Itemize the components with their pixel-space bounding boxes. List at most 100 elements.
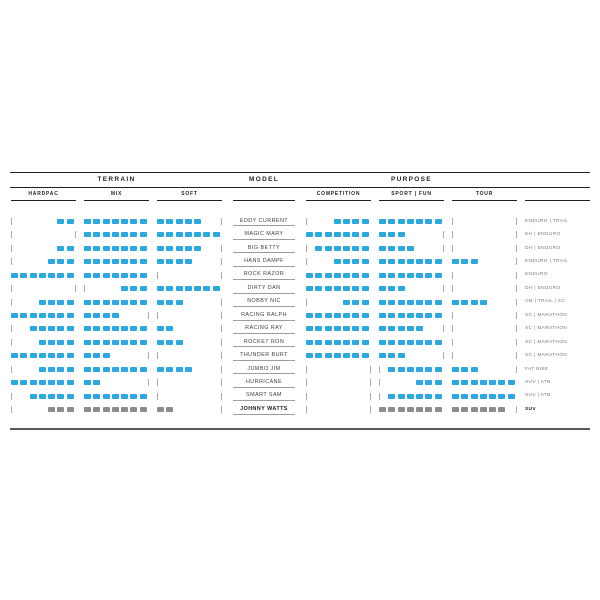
terrain-track-tick: [148, 352, 149, 360]
terrain-bar-segment: [121, 286, 129, 292]
terrain-column-header: SOFT: [181, 190, 198, 197]
purpose-bar-segment: [434, 312, 442, 318]
terrain-bar-segment: [166, 407, 174, 413]
use-label: AM | TRAIL | XC: [525, 299, 566, 305]
purpose-bar-segment: [343, 286, 351, 292]
chart-row: THUNDER BURT XC | MARATHON: [0, 349, 600, 362]
model-label: DIRTY DAN: [247, 284, 281, 291]
purpose-bar-segment: [425, 393, 433, 399]
purpose-bar-segment: [379, 218, 386, 224]
terrain-bar-segment: [111, 299, 119, 305]
model-row-underline: [233, 265, 295, 267]
terrain-bar-segment: [84, 299, 91, 305]
purpose-bar-segment: [343, 353, 351, 359]
terrain-bar-segment: [111, 407, 119, 413]
use-label: SUV | ATB: [525, 380, 551, 385]
purpose-bar-segment: [388, 272, 396, 278]
terrain-bar-segment: [29, 272, 37, 278]
terrain-bar-segment: [175, 245, 183, 251]
purpose-bar-segment: [397, 218, 405, 224]
model-column-underline: [233, 200, 295, 201]
model-label: JUMBO JIM: [247, 365, 281, 372]
terrain-bar-segment: [121, 407, 129, 413]
purpose-bar-segment: [315, 312, 323, 318]
purpose-bar-segment: [361, 326, 369, 332]
terrain-bar-segment: [139, 393, 147, 399]
terrain-bar-segment: [102, 232, 110, 238]
purpose-bar-segment: [324, 286, 332, 292]
purpose-track-tick: [443, 231, 444, 239]
purpose-track-tick: [516, 298, 517, 306]
purpose-bar-segment: [498, 380, 506, 386]
purpose-bar-segment: [361, 339, 369, 345]
terrain-bar-segment: [121, 393, 129, 399]
terrain-bar-segment: [11, 272, 18, 278]
purpose-bar-segment: [324, 232, 332, 238]
use-label: DH | ENDURO: [525, 245, 561, 251]
terrain-bar-segment: [184, 286, 192, 292]
model-label: THUNDER BURT: [240, 352, 288, 359]
terrain-bar-segment: [121, 299, 129, 305]
purpose-bar-segment: [388, 286, 396, 292]
model-row-underline: [233, 400, 295, 402]
model-row-underline: [233, 279, 295, 281]
purpose-bar-segment: [388, 353, 396, 359]
purpose-bar-segment: [361, 259, 369, 265]
purpose-bar-segment: [461, 366, 469, 372]
terrain-bar-segment: [102, 312, 110, 318]
purpose-column-header: TOUR: [475, 190, 494, 197]
terrain-track-tick: [157, 352, 158, 360]
terrain-bar-segment: [38, 380, 46, 386]
purpose-bar-segment: [397, 393, 405, 399]
terrain-bar-segment: [166, 339, 174, 345]
terrain-column-header: MIX: [110, 190, 123, 197]
terrain-bar-segment: [93, 393, 101, 399]
purpose-bar-segment: [479, 407, 487, 413]
terrain-track-tick: [221, 338, 222, 346]
purpose-column-underline: [306, 200, 371, 201]
terrain-bar-segment: [111, 326, 119, 332]
purpose-bar-segment: [333, 353, 341, 359]
terrain-bar-segment: [84, 366, 91, 372]
terrain-bar-segment: [84, 353, 91, 359]
terrain-bar-segment: [157, 366, 164, 372]
terrain-bar-segment: [130, 366, 138, 372]
purpose-bar-segment: [416, 393, 424, 399]
purpose-column-underline: [379, 200, 444, 201]
terrain-bar-segment: [102, 407, 110, 413]
terrain-bar-segment: [66, 245, 74, 251]
terrain-bar-segment: [48, 259, 56, 265]
purpose-bar-segment: [434, 380, 442, 386]
model-row-underline: [233, 359, 295, 361]
terrain-bar-segment: [84, 380, 91, 386]
terrain-bar-segment: [166, 326, 174, 332]
purpose-bar-segment: [489, 407, 497, 413]
purpose-track-tick: [370, 406, 371, 414]
model-label: HURRICANE: [245, 379, 283, 385]
purpose-bar-segment: [507, 393, 515, 399]
purpose-track-tick: [516, 325, 517, 333]
terrain-bar-segment: [130, 407, 138, 413]
purpose-bar-segment: [416, 312, 424, 318]
purpose-bar-segment: [425, 272, 433, 278]
terrain-bar-segment: [157, 232, 164, 238]
purpose-bar-segment: [379, 232, 386, 238]
terrain-bar-segment: [184, 366, 192, 372]
use-label: DH | ENDURO: [525, 232, 561, 238]
purpose-bar-segment: [397, 272, 405, 278]
terrain-bar-segment: [111, 393, 119, 399]
purpose-column-underline: [452, 200, 517, 201]
purpose-bar-segment: [416, 366, 424, 372]
terrain-bar-segment: [38, 326, 46, 332]
terrain-bar-segment: [130, 245, 138, 251]
terrain-bar-segment: [111, 339, 119, 345]
terrain-bar-segment: [57, 299, 65, 305]
terrain-bar-segment: [121, 366, 129, 372]
terrain-column-underline: [157, 200, 222, 201]
purpose-bar-segment: [434, 218, 442, 224]
purpose-bar-segment: [434, 272, 442, 278]
terrain-bar-segment: [84, 218, 91, 224]
model-row-underline: [233, 252, 295, 254]
model-row-underline: [233, 413, 295, 415]
terrain-track-tick: [75, 285, 76, 293]
